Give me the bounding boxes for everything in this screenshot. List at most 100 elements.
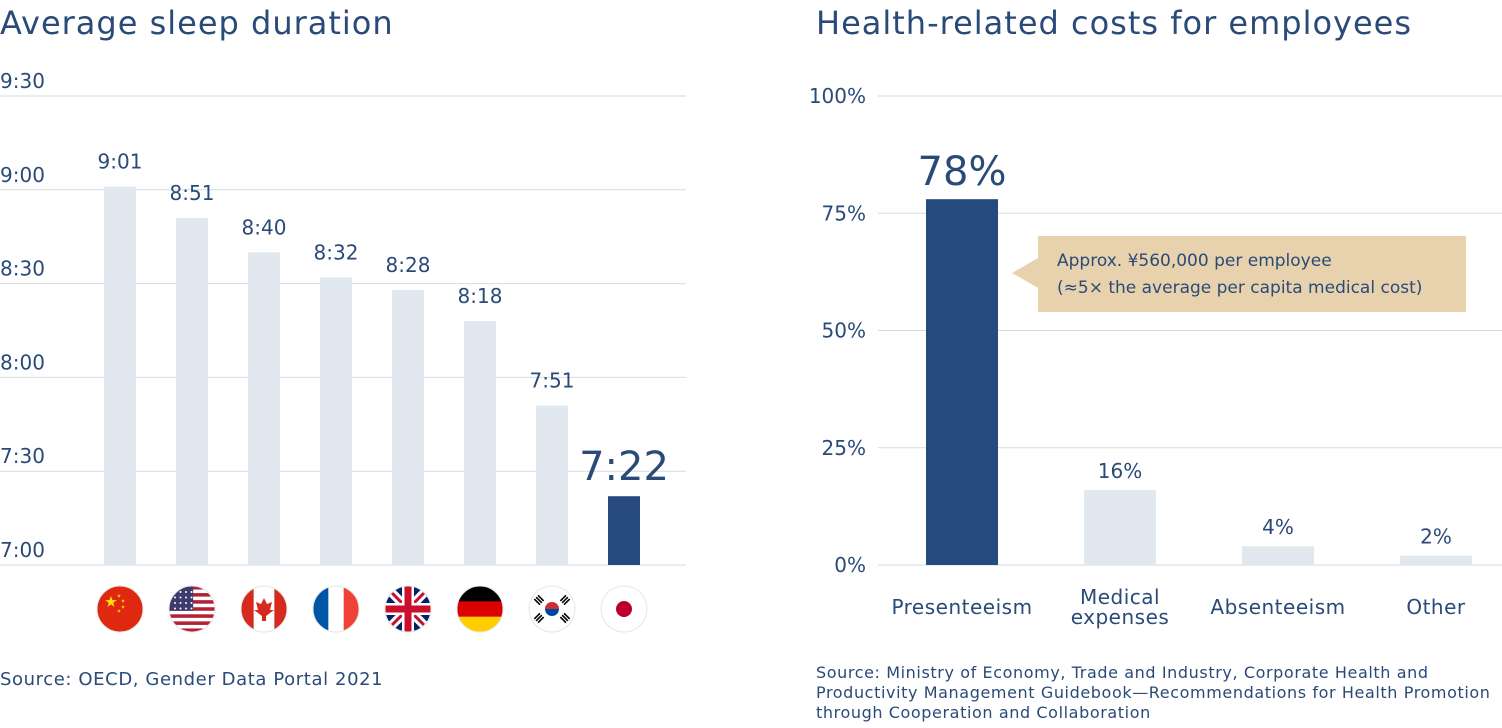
sleep-data-label-highlight: 7:22 xyxy=(579,444,669,490)
cost-y-tick-label: 50% xyxy=(822,319,866,343)
flag-stripe xyxy=(169,610,215,615)
flag-star-dot xyxy=(179,591,182,593)
uk-flag-icon xyxy=(384,585,432,633)
sleep-bar xyxy=(320,277,352,565)
sleep-chart-title: Average sleep duration xyxy=(0,4,394,42)
annotation-text-line: (≈5× the average per capita medical cost… xyxy=(1057,278,1422,298)
trigram xyxy=(533,612,545,624)
trigram xyxy=(559,612,571,624)
canada-flag-icon xyxy=(240,585,288,633)
flag-star xyxy=(117,609,121,613)
sleep-y-tick-label: 9:00 xyxy=(0,163,45,187)
flag-star-dot xyxy=(190,596,193,599)
trigram-bar xyxy=(559,616,567,624)
sleep-y-tick-label: 9:30 xyxy=(0,69,45,93)
flag-band-white xyxy=(328,586,345,632)
flag-outline xyxy=(600,585,648,633)
cost-category-label: Medical xyxy=(1080,585,1160,609)
trigram-bar xyxy=(535,596,543,604)
sleep-y-tick-label: 8:30 xyxy=(0,257,45,281)
flag-stripe xyxy=(169,614,215,619)
sleep-bar xyxy=(536,405,568,565)
trigram-bar xyxy=(559,594,567,602)
flag-field xyxy=(97,586,143,632)
flag-band-red xyxy=(457,601,503,618)
flag-star-dot xyxy=(185,607,187,610)
trigram-bar xyxy=(561,614,569,622)
flag-star-dot xyxy=(185,602,187,604)
sleep-bar xyxy=(176,217,208,565)
sleep-bar xyxy=(608,496,640,565)
trigram-bar xyxy=(533,612,541,620)
cost-category-label: Absenteeism xyxy=(1210,595,1345,619)
flag-stripe xyxy=(169,617,215,622)
flag-star-dot xyxy=(179,607,182,610)
flag-band-blue xyxy=(313,586,329,632)
flag-outline xyxy=(312,585,360,633)
flag-star xyxy=(121,599,125,603)
cost-y-tick-label: 25% xyxy=(822,436,866,460)
cost-data-label: 4% xyxy=(1262,515,1294,539)
trigram-bar xyxy=(537,616,545,624)
cost-data-label-highlight: 78% xyxy=(918,149,1007,195)
cost-category-label: Other xyxy=(1406,595,1466,619)
flag-canton xyxy=(169,586,194,611)
flag-band-black xyxy=(457,586,503,602)
trigram-bar xyxy=(563,598,571,606)
cost-y-tick-label: 100% xyxy=(809,84,866,108)
cost-category-label: Presenteeism xyxy=(891,595,1032,619)
flag-outline xyxy=(456,585,504,633)
cost-source-note: Source: Ministry of Economy, Trade and I… xyxy=(816,663,1491,722)
flag-body xyxy=(97,586,143,632)
flag-star-dot xyxy=(179,602,182,604)
annotation-box xyxy=(1038,236,1466,312)
flag-stripe xyxy=(169,628,215,632)
trigram-bar xyxy=(561,596,569,604)
taegeuk-blue xyxy=(545,609,559,616)
flag-outline xyxy=(528,585,576,633)
flag-star xyxy=(121,605,125,609)
sleep-data-label: 8:18 xyxy=(458,284,503,308)
cost-bar xyxy=(1242,546,1314,565)
trigram-bar xyxy=(563,612,571,620)
cost-y-tick-label: 0% xyxy=(834,553,866,577)
trigram xyxy=(533,594,545,606)
south-korea-flag-icon xyxy=(528,585,576,633)
flag-star-dot xyxy=(179,596,182,599)
sleep-data-label: 8:51 xyxy=(170,181,215,205)
hinomaru xyxy=(616,601,632,617)
sleep-bar xyxy=(464,321,496,565)
cost-data-label: 2% xyxy=(1420,525,1452,549)
sleep-data-label: 9:01 xyxy=(98,150,143,174)
flag-star-dot xyxy=(174,596,176,599)
taegeuk-red xyxy=(545,602,559,609)
sleep-data-label: 8:40 xyxy=(242,215,287,239)
sleep-source-note: Source: OECD, Gender Data Portal 2021 xyxy=(0,669,384,690)
sleep-bar xyxy=(392,289,424,565)
flag-star xyxy=(117,594,121,598)
germany-flag-icon xyxy=(456,585,504,633)
flag-star-dot xyxy=(190,591,193,593)
sleep-y-tick-label: 8:00 xyxy=(0,350,45,374)
trigram-bar xyxy=(533,598,541,606)
flag-body xyxy=(385,586,431,632)
flag-stripe xyxy=(169,621,215,626)
flag-band-red xyxy=(343,586,359,632)
trigram xyxy=(559,594,571,606)
sleep-y-tick-label: 7:30 xyxy=(0,444,45,468)
cost-bar xyxy=(1084,489,1156,565)
flag-star-dot xyxy=(174,607,176,610)
flag-body xyxy=(529,586,575,632)
flag-cross-red xyxy=(385,605,431,613)
cost-annotation: Approx. ¥560,000 per employee (≈5× the av… xyxy=(1012,236,1466,312)
flag-outline xyxy=(168,585,216,633)
flag-outline xyxy=(384,585,432,633)
cost-y-tick-label: 75% xyxy=(822,201,866,225)
sleep-data-label: 8:32 xyxy=(314,240,359,264)
flag-outline xyxy=(240,585,288,633)
sleep-bar xyxy=(104,186,136,565)
flag-band-gold xyxy=(457,616,503,632)
flag-star-dot xyxy=(190,602,193,604)
trigram-bar xyxy=(537,594,545,602)
